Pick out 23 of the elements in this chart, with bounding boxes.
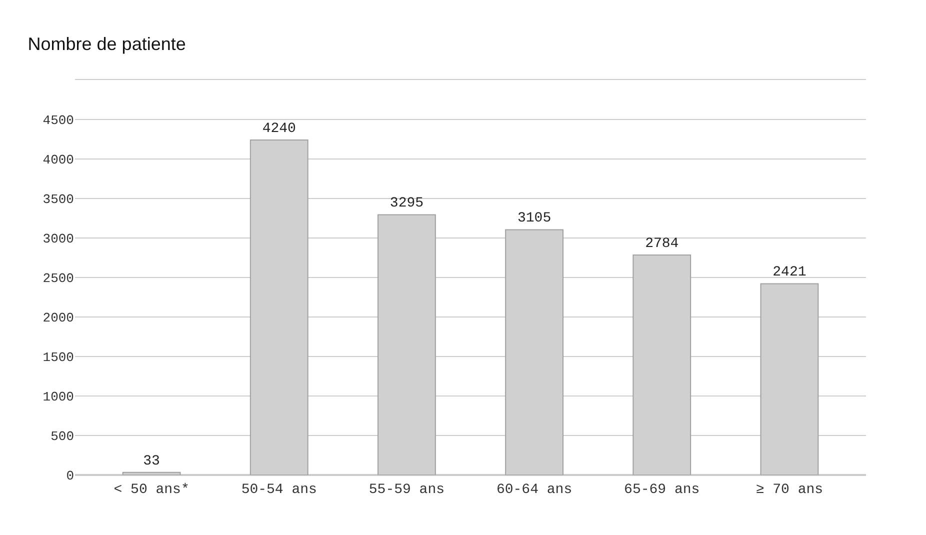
x-tick-label: 60-64 ans — [496, 482, 572, 498]
data-label: 3105 — [517, 210, 552, 227]
data-label: 3295 — [390, 196, 424, 212]
y-tick-label: 1500 — [42, 350, 74, 366]
y-tick-label: 4000 — [42, 152, 74, 168]
x-tick-label: 50-54 ans — [241, 482, 317, 498]
y-tick-label: 2500 — [42, 271, 74, 286]
x-tick-label: < 50 ans* — [114, 482, 190, 498]
y-tick-label: 2000 — [42, 310, 74, 326]
y-tick-label: 500 — [50, 429, 74, 444]
y-tick-label: 4500 — [42, 113, 74, 128]
data-label: 2784 — [645, 236, 679, 252]
data-label: 33 — [143, 453, 160, 470]
chart-title: Nombre de patiente — [28, 34, 186, 54]
data-label: 2421 — [772, 264, 806, 281]
x-tick-label: 65-69 ans — [624, 482, 700, 498]
x-tick-label: ≥ 70 ans — [756, 482, 824, 498]
y-tick-label: 3500 — [42, 192, 74, 208]
y-tick-label: 3000 — [42, 232, 74, 247]
x-tick-label: 55-59 ans — [368, 482, 445, 498]
y-tick-label: 0 — [66, 468, 74, 484]
data-label: 4240 — [262, 121, 296, 138]
y-tick-label: 1000 — [42, 390, 74, 405]
